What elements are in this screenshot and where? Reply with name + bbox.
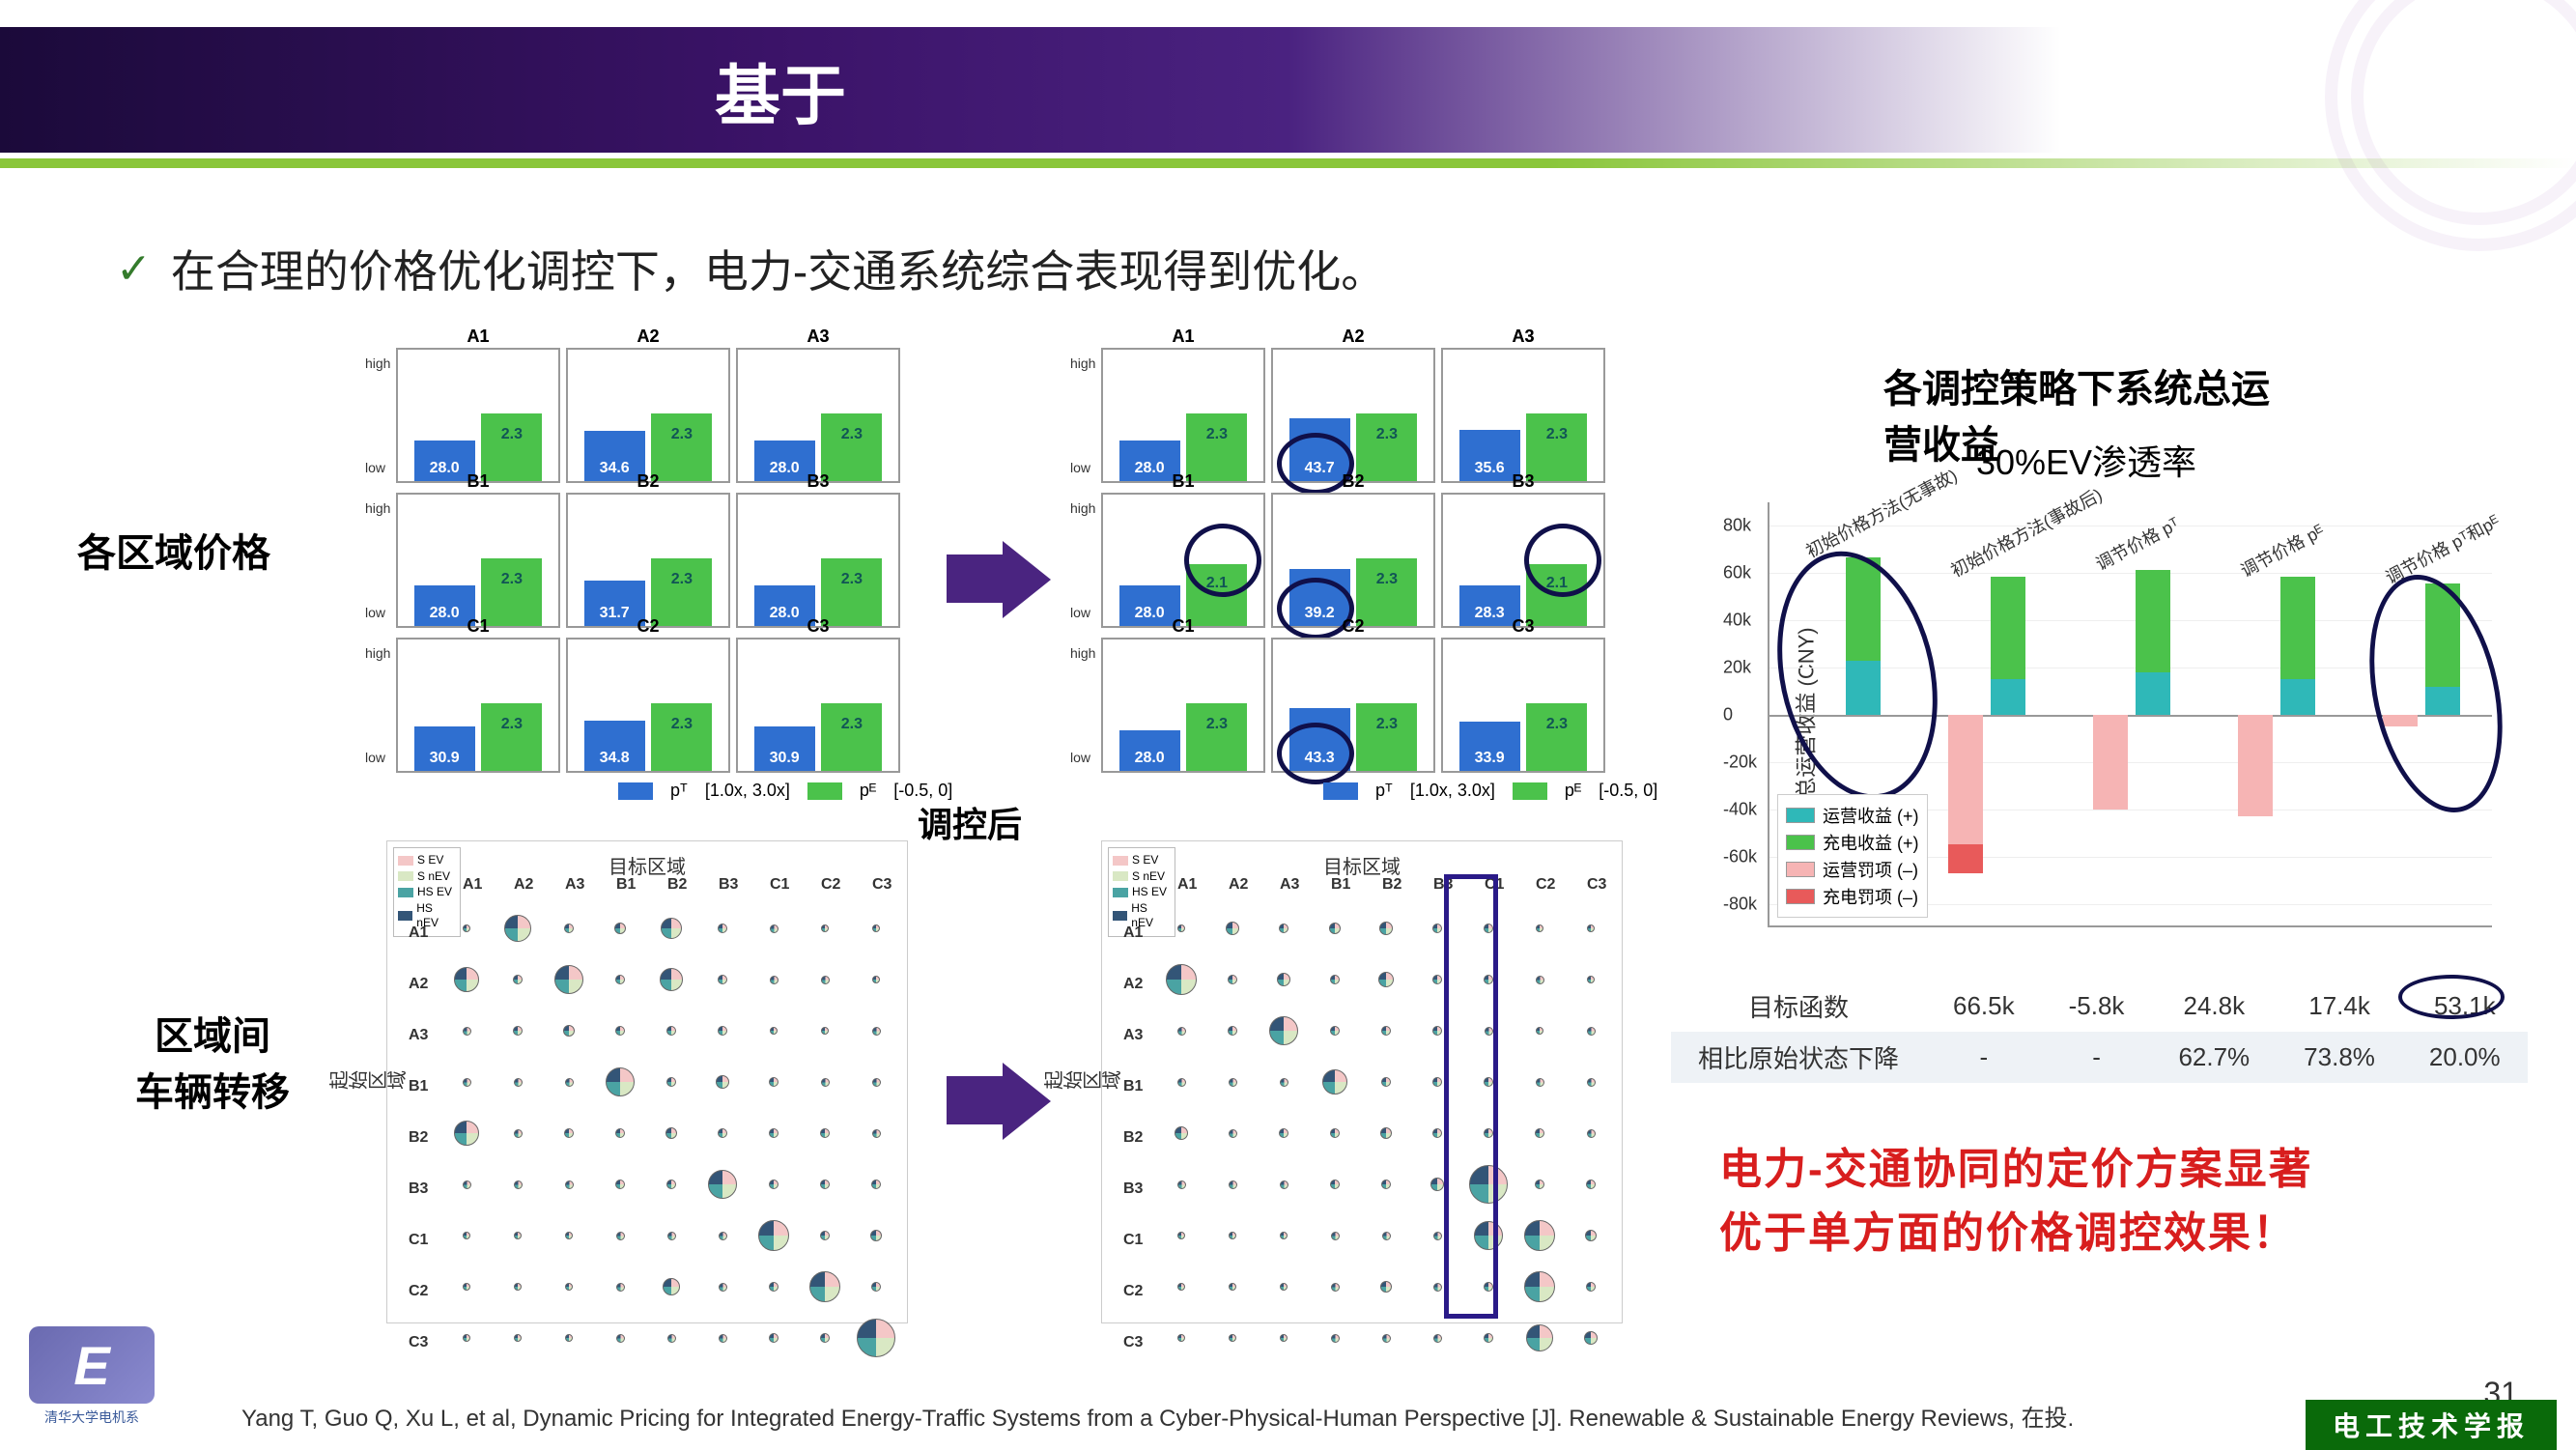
logo-glyph: E (73, 1334, 109, 1397)
legend-swatch-t (618, 782, 653, 800)
price-cell: A3A335.62.3 (1441, 348, 1605, 483)
price-cell: highlowC130.92.3 (396, 638, 560, 773)
slide: 基于 ✓ 在合理的价格优化调控下，电力-交通系统综合表现得到优化。 各区域价格 … (0, 0, 2576, 1450)
price-cell: A2A243.72.3 (1271, 348, 1435, 483)
results-table: 目标函数 66.5k -5.8k 24.8k 17.4k 53.1k 相比原始状… (1671, 981, 2528, 1083)
price-legend-before: pᵀ [1.0x, 3.0x] pᴱ [-0.5, 0] (618, 781, 952, 801)
revenue-chart-subtitle: 30%EV渗透率 (1976, 435, 2196, 485)
label-zone-prices: 各区域价格 (77, 522, 270, 578)
results-row-values: 目标函数 66.5k -5.8k 24.8k 17.4k 53.1k (1671, 981, 2528, 1032)
accent-bar (0, 158, 2576, 168)
bubble-matrix-after: 目标区域起始区域S EVS nEVHS EVHS nEVA1A1A2A2A3A3… (1101, 840, 1623, 1323)
price-legend-after: pᵀ[1.0x, 3.0x] pᴱ[-0.5, 0] (1323, 781, 1657, 801)
bullet-line: ✓ 在合理的价格优化调控下，电力-交通系统综合表现得到优化。 (116, 237, 1385, 300)
journal-badge: 电工技术学报 (2306, 1400, 2557, 1450)
price-cell: B328.02.3 (736, 493, 900, 628)
price-grid-after: A1highlowA128.02.3A2A243.72.3A3A335.62.3… (1101, 348, 1605, 773)
price-cell: B239.22.3 (1271, 493, 1435, 628)
price-grid-before: A1highlowA128.02.3A2A234.62.3A3A328.02.3… (396, 348, 900, 773)
price-cell: C333.92.3 (1441, 638, 1605, 773)
check-icon: ✓ (116, 244, 152, 294)
price-cell: highlowB128.02.3 (396, 493, 560, 628)
price-cell: highlowB128.02.1 (1101, 493, 1265, 628)
conclusion-text: 电力-交通协同的定价方案显著 优于单方面的价格调控效果！ (1719, 1138, 2313, 1265)
price-cell: C243.32.3 (1271, 638, 1435, 773)
bullet-text: 在合理的价格优化调控下，电力-交通系统综合表现得到优化。 (171, 237, 1385, 300)
price-cell: A1highlowA128.02.3 (1101, 348, 1265, 483)
price-cell: A3A328.02.3 (736, 348, 900, 483)
dept-logo: E 清华大学电机系 (29, 1326, 155, 1433)
results-row-drop: 相比原始状态下降 - - 62.7% 73.8% 20.0% (1671, 1032, 2528, 1083)
title-band: 基于 (0, 27, 2576, 153)
price-cell: B328.32.1 (1441, 493, 1605, 628)
legend-swatch-e (807, 782, 842, 800)
label-transfer: 区域间 车辆转移 (135, 1005, 290, 1117)
revenue-legend: 运营收益 (+) 充电收益 (+) 运营罚项 (–) 充电罚项 (–) (1777, 794, 1928, 918)
price-cell: C234.82.3 (566, 638, 730, 773)
legend-sym-t: pᵀ (670, 781, 688, 801)
price-cell: B231.72.3 (566, 493, 730, 628)
slide-title: 基于 (715, 43, 846, 138)
citation-text: Yang T, Guo Q, Xu L, et al, Dynamic Pric… (241, 1399, 2074, 1433)
legend-sym-e: pᴱ (860, 781, 876, 801)
between-label: 调控后 (918, 797, 1022, 847)
bubble-matrix-before: 目标区域起始区域S EVS nEVHS EVHS nEVA1A1A2A2A3A3… (386, 840, 908, 1323)
revenue-chart: 各调控策略下系统总运营收益 30%EV渗透率 系统总运营收益 (CNY) 初始价… (1681, 502, 2492, 966)
legend-range-t: [1.0x, 3.0x] (705, 781, 790, 801)
price-cell: A1highlowA128.02.3 (396, 348, 560, 483)
price-cell: A2A234.62.3 (566, 348, 730, 483)
logo-caption: 清华大学电机系 (29, 1407, 155, 1427)
watermark-seal (2325, 0, 2576, 251)
price-cell: C330.92.3 (736, 638, 900, 773)
price-cell: highlowC128.02.3 (1101, 638, 1265, 773)
